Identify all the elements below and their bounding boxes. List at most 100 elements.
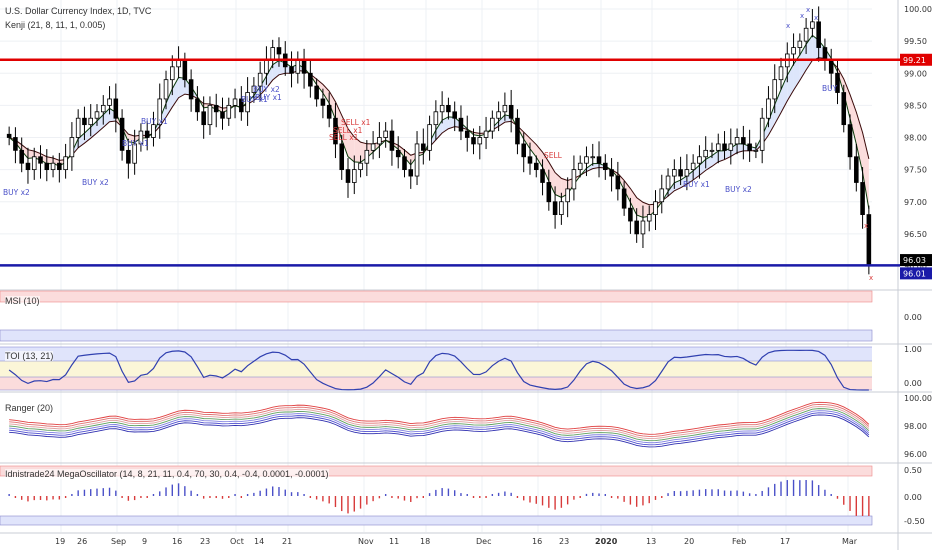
candle-body <box>308 72 313 87</box>
sell-annotation: SELL x1 <box>333 126 363 135</box>
toi-line <box>8 349 869 391</box>
time-tick-label: 23 <box>200 537 210 546</box>
time-tick-label: 16 <box>172 537 182 546</box>
candle-body <box>320 98 326 106</box>
ma-cloud-segment <box>850 94 857 145</box>
candle-body <box>690 162 696 171</box>
candle-body <box>364 149 370 164</box>
ma-cloud-segment <box>624 180 631 203</box>
candle-body <box>427 124 432 151</box>
candle-body <box>828 60 834 74</box>
price-tick-label: 98.50 <box>904 101 927 110</box>
candle-body <box>351 169 357 183</box>
candle-body <box>207 104 213 126</box>
candle-body <box>276 47 282 55</box>
time-tick-label: 14 <box>254 537 264 546</box>
candle-body <box>213 104 219 113</box>
ma-cloud-segment <box>354 136 361 163</box>
candle-body <box>132 143 137 164</box>
buy-annotation: BUY x1 <box>141 117 168 126</box>
candle-body <box>709 149 715 152</box>
candle-body <box>590 156 596 159</box>
candle-body <box>753 149 759 152</box>
candle-body <box>521 143 526 158</box>
candle-body <box>345 169 351 183</box>
candle-body <box>232 98 238 106</box>
candle-body <box>571 169 577 190</box>
price-tick-label: 96.00 <box>904 262 927 271</box>
mega-axis-label: 0.50 <box>904 466 922 475</box>
candle-body <box>584 156 589 164</box>
candle-body <box>546 182 552 203</box>
candle-body <box>94 111 100 119</box>
candle-body <box>452 111 457 119</box>
ma-cloud-segment <box>335 101 342 140</box>
buy-annotation: BUY x2 <box>253 85 280 94</box>
time-tick-label: 18 <box>420 537 430 546</box>
time-tick-label: 21 <box>282 537 292 546</box>
candle-body <box>759 117 765 151</box>
candle-body <box>672 169 677 177</box>
candle-body <box>540 169 545 183</box>
toi-mid-zone <box>0 361 872 377</box>
ma-cloud-segment <box>348 128 355 162</box>
ma-cloud-segment <box>668 182 675 197</box>
signal-marker: x <box>814 14 818 22</box>
candle-body <box>747 143 752 151</box>
price-tick-label: 100.00 <box>904 5 932 14</box>
candle-body <box>433 111 439 126</box>
candle-body <box>201 111 206 126</box>
candle-body <box>402 156 407 171</box>
candle-body <box>50 162 56 171</box>
time-tick-label: Dec <box>476 537 491 546</box>
candle-body <box>220 111 225 119</box>
candle-body <box>621 188 627 209</box>
ma-cloud-segment <box>329 91 336 120</box>
candle-body <box>552 201 558 216</box>
toi-axis-label: 0.00 <box>904 379 922 388</box>
candle-body <box>88 117 94 126</box>
ranger-band-line <box>9 412 870 446</box>
candle-body <box>577 162 583 171</box>
candle-body <box>847 124 853 158</box>
candle-body <box>603 162 608 171</box>
candle-body <box>195 98 200 113</box>
candle-body <box>615 175 621 190</box>
price-badge-label: 96.03 <box>903 256 926 265</box>
ranger-band-line <box>9 401 870 435</box>
ma-cloud-segment <box>586 163 593 172</box>
ma-cloud-segment <box>806 35 813 70</box>
ranger-label: Ranger (20) <box>5 403 54 413</box>
candle-body <box>138 130 144 145</box>
ranger-band-line <box>9 410 870 444</box>
price-tick-label: 99.50 <box>904 37 927 46</box>
candle-body <box>703 149 708 158</box>
price-badge <box>900 254 932 267</box>
axes: 100.00 99.50 99.00 98.50 98.00 97.50 97.00 96.5… <box>55 5 932 546</box>
candle-body <box>25 162 31 171</box>
ma-cloud-segment <box>448 116 455 129</box>
mega-oscillator-label: Idnistrade24 MegaOscillator (14, 8, 21, … <box>5 469 329 479</box>
ma-cloud-segment <box>442 116 449 133</box>
candle-body <box>170 66 175 81</box>
candle-body <box>640 220 646 235</box>
candle-body <box>490 117 495 132</box>
ma-cloud-segment <box>768 104 775 136</box>
price-badge-label: 96.01 <box>903 269 926 278</box>
candle-body <box>44 162 50 171</box>
buy-annotation: BUY x2 <box>3 188 30 197</box>
toi-lower-zone <box>0 377 872 390</box>
candle-body <box>854 156 859 183</box>
candle-body <box>301 60 307 74</box>
candle-body <box>684 169 690 177</box>
candle-body <box>741 137 746 145</box>
signal-marker: x <box>864 222 868 230</box>
candle-body <box>866 214 872 265</box>
ma-cloud-segment <box>253 86 261 101</box>
candle-body <box>803 27 809 42</box>
candle-body <box>151 124 156 138</box>
candle-body <box>835 72 840 93</box>
candle-body <box>659 188 665 203</box>
